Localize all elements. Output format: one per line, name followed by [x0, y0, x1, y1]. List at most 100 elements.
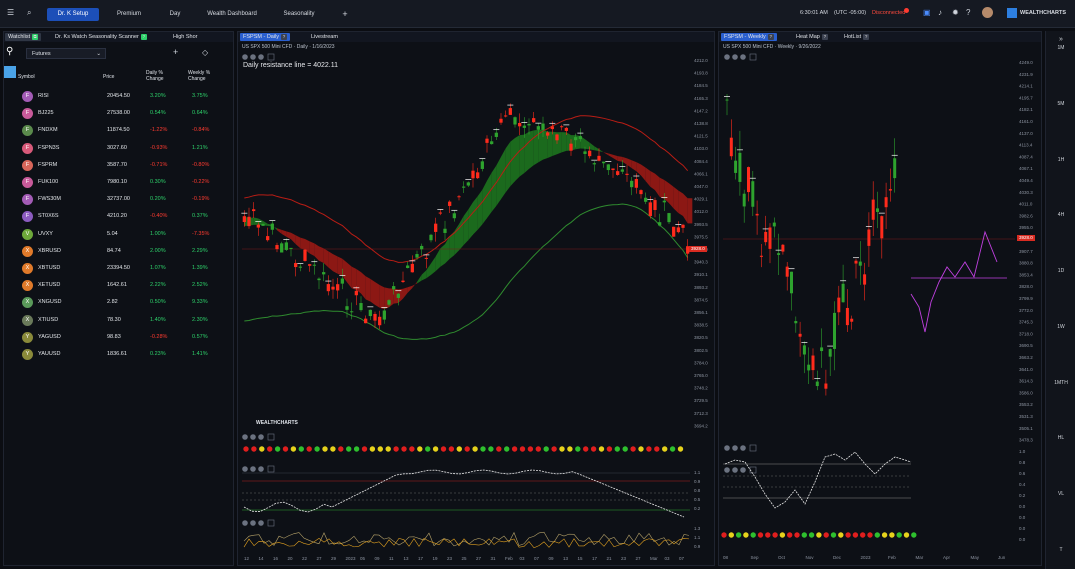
weekly-chart-canvas[interactable]: 4249.0 4231.9 4214.1 4195.7 4182.1 4161.0 4137… [719, 32, 1043, 567]
signal-dot [401, 446, 407, 452]
timeframe-5m[interactable]: 5M [1057, 101, 1065, 107]
avatar[interactable] [982, 7, 993, 18]
signal-dot [638, 446, 644, 452]
candle-body [828, 349, 832, 357]
save-icon[interactable]: ▣ [923, 8, 931, 17]
add-symbol-button[interactable]: + [173, 47, 179, 57]
gear-icon[interactable]: ✹ [952, 8, 959, 17]
table-row[interactable]: X XNGUSD 2.82 0.50% 9.33% [4, 294, 236, 311]
osc2-axis-label: 1.3 [694, 526, 701, 531]
candle-body [858, 261, 862, 266]
weekly-change-cell: 0.64% [192, 110, 208, 117]
table-row[interactable]: F FSPN3S 3027.60 -0.93% 1.21% [4, 140, 236, 157]
tab-premium[interactable]: Premium [116, 11, 141, 17]
signal-dot [911, 532, 917, 538]
daily-chart-canvas[interactable]: 4212.0 4193.8 4184.5 4165.3 4147.2 4138.8 4121… [238, 32, 716, 567]
timeframe-1w[interactable]: 1W [1057, 324, 1065, 330]
signal-dot [274, 446, 281, 452]
timeframe-1mth[interactable]: 1MTH [1054, 380, 1068, 386]
price-axis-label: 4067.1 [1019, 166, 1033, 171]
tab-heat-map[interactable]: Heat Map? [793, 33, 831, 41]
weekly-change-cell: 2.52% [192, 282, 208, 289]
candle-body [508, 108, 512, 115]
tab-wealth-dashboard[interactable]: Wealth Dashboard [207, 11, 257, 17]
tab-seasonality-scanner[interactable]: Dr. Ks Watch Seasonality Scanner? [52, 33, 150, 41]
candle-body [569, 143, 573, 151]
timeframe-1h[interactable]: 1H [1057, 157, 1065, 163]
weekly-change-cell: 2.30% [192, 316, 208, 323]
timeframe-hl[interactable]: HL [1057, 435, 1065, 441]
bell-icon[interactable]: ♪ [938, 8, 942, 17]
select-all-checkbox[interactable] [4, 66, 16, 78]
signal-dot [504, 446, 510, 452]
candle-body [871, 199, 875, 220]
menu-icon[interactable]: ☰ [7, 8, 15, 17]
table-row[interactable]: X XETUSD 1642.61 2.22% 2.52% [4, 277, 236, 294]
table-row[interactable]: X XTIUSD 78.30 1.40% 2.30% [4, 312, 236, 329]
table-row[interactable]: Y YAUUSD 1836.61 0.23% 1.41% [4, 346, 236, 363]
table-row[interactable]: V UVXY 5.04 1.00% -7.35% [4, 226, 236, 243]
table-row[interactable]: X XBTUSD 23394.50 1.07% 1.39% [4, 260, 236, 277]
indicator-tool-icon [258, 434, 264, 440]
add-tab-button[interactable]: + [342, 9, 348, 19]
osc-axis-label: 0.5 [694, 497, 701, 502]
timeframe-t[interactable]: T [1059, 547, 1063, 553]
tab-livestream[interactable]: Livestream [311, 34, 338, 40]
header-symbol[interactable]: Symbol [18, 74, 35, 80]
signal-dot [338, 446, 344, 452]
cloud-segment [599, 149, 604, 153]
help-icon[interactable]: ? [966, 8, 971, 17]
osc-axis-label: 1.1 [694, 470, 701, 475]
candle-body [322, 272, 326, 275]
indicator-settings-icon [749, 53, 757, 61]
eraser-icon[interactable]: ◇ [202, 48, 209, 57]
timeframe-1d[interactable]: 1D [1057, 268, 1065, 274]
tab-high-short[interactable]: High Shor [173, 34, 198, 40]
daily-change-cell: 0.30% [150, 179, 166, 185]
header-daily-change[interactable]: Daily % Change [146, 70, 164, 82]
tab-dr-k-setup[interactable]: Dr. K Setup [47, 8, 99, 21]
date-axis-label: 20 [288, 556, 294, 561]
pin-icon[interactable]: ⚲ [6, 46, 14, 57]
signal-dot [527, 446, 534, 452]
table-row[interactable]: F BJ225 27538.00 0.54% 0.64% [4, 105, 236, 122]
timeframe-4h[interactable]: 4H [1057, 212, 1065, 218]
table-row[interactable]: Y YAGUSD 98.83 -0.28% 0.57% [4, 329, 236, 346]
weekly-change-cell: -0.84% [192, 127, 210, 134]
table-row[interactable]: F FNDXM 11874.50 -1.22% -0.84% [4, 122, 236, 139]
candle-body [252, 209, 256, 212]
search-icon[interactable]: ⌕ [27, 8, 32, 17]
price-cell: 23394.50 [107, 265, 130, 271]
symbol-icon: V [22, 228, 33, 240]
symbol-cell: ST0X6S [38, 213, 59, 220]
table-row[interactable]: X XBRUSD 84.74 2.00% 2.29% [4, 243, 236, 260]
cloud-segment [463, 209, 469, 245]
date-axis-label: 27 [636, 556, 642, 561]
table-row[interactable]: F RISI 20454.50 3.20% 3.75% [4, 88, 236, 105]
tab-watchlist[interactable]: Watchlist ⧉ [5, 33, 42, 41]
timeframe-1m[interactable]: 1M [1057, 45, 1065, 51]
tab-fspsm-weekly[interactable]: FSPSM - Weekly? [721, 33, 777, 41]
tab-day[interactable]: Day [169, 11, 181, 17]
header-price[interactable]: Price [103, 74, 115, 80]
table-row[interactable]: F ST0X6S 4210.20 -0.40% 0.37% [4, 208, 236, 225]
collapse-icon[interactable]: » [1059, 36, 1063, 43]
indicator-tool-icon [242, 54, 248, 60]
timeframe-vl[interactable]: VL [1057, 491, 1065, 497]
header-weekly-change[interactable]: Weekly % Change [188, 70, 211, 82]
price-axis-label: 4214.1 [1019, 84, 1033, 89]
symbol-cell: XETUSD [38, 282, 61, 289]
price-axis-label: 4147.2 [694, 108, 708, 113]
tab-fspsm-daily[interactable]: FSPSM - Daily? [240, 33, 291, 41]
table-row[interactable]: F FWS30M 32737.00 0.20% -0.19% [4, 191, 236, 208]
signal-dot [677, 446, 684, 452]
tab-seasonality[interactable]: Seasonality [283, 11, 315, 17]
tab-hotlist[interactable]: HotList? [841, 33, 872, 41]
list-selector[interactable]: Futures ⌄ [26, 48, 106, 59]
price-axis-label: 4103.0 [694, 146, 708, 151]
signal-dot [889, 532, 895, 538]
indicator-tool-icon [732, 54, 738, 60]
table-row[interactable]: F FSPRM 3587.70 -0.71% -0.80% [4, 157, 236, 174]
candle-body [798, 333, 802, 337]
table-row[interactable]: F FUK100 7980.10 0.30% -0.22% [4, 174, 236, 191]
